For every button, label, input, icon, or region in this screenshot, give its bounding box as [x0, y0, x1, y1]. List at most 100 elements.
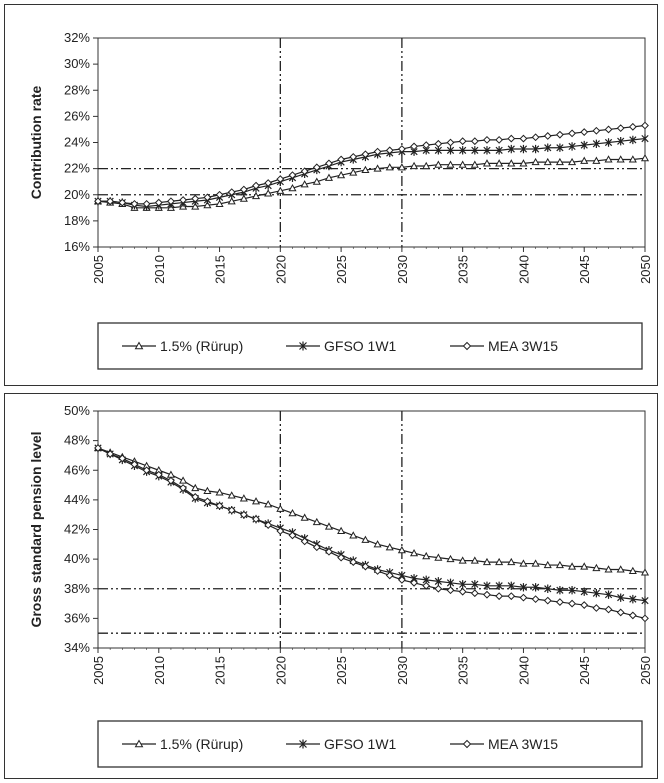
data-point: [495, 557, 504, 566]
data-point: [641, 134, 649, 143]
data-point: [616, 124, 625, 133]
data-point: [482, 557, 492, 566]
data-point: [628, 122, 637, 131]
legend-label: MEA 3W15: [488, 338, 558, 354]
y-tick-label: 36%: [64, 610, 90, 625]
data-point: [264, 189, 273, 197]
data-point: [410, 578, 418, 587]
data-point: [470, 137, 479, 146]
data-point: [446, 578, 455, 588]
data-point: [580, 601, 589, 609]
x-tick-label: 2050: [638, 255, 653, 284]
data-point: [337, 553, 346, 562]
legend-label: 1.5% (Rürup): [160, 338, 243, 354]
data-point: [604, 155, 613, 163]
data-point: [592, 604, 601, 612]
data-point: [592, 156, 601, 164]
data-point: [337, 170, 346, 179]
legend-label: 1.5% (Rürup): [160, 736, 243, 752]
data-point: [592, 563, 601, 572]
y-tick-label: 20%: [64, 187, 90, 202]
data-point: [385, 543, 394, 551]
data-point: [422, 551, 431, 560]
data-point: [543, 560, 552, 569]
data-point: [349, 168, 358, 176]
series-line: [98, 137, 646, 208]
y-tick-label: 46%: [64, 462, 90, 477]
data-point: [446, 554, 455, 563]
data-point: [604, 138, 613, 147]
x-tick-label: 2010: [152, 255, 167, 284]
data-point: [459, 580, 467, 589]
legend-label: GFSO 1W1: [324, 338, 397, 354]
data-point: [118, 454, 127, 463]
data-point: [519, 583, 528, 592]
data-point: [628, 566, 637, 575]
data-point: [519, 559, 528, 567]
legend-marker-diamond: [462, 341, 472, 351]
series-diamond: [94, 444, 649, 623]
data-point: [251, 497, 261, 505]
data-point: [276, 175, 285, 183]
data-point: [312, 517, 321, 526]
data-point: [616, 155, 625, 163]
data-point: [507, 592, 516, 601]
data-point: [300, 167, 309, 176]
data-point: [361, 150, 370, 159]
data-point: [215, 199, 224, 207]
data-point: [385, 146, 394, 155]
x-tick-label: 2015: [213, 255, 228, 284]
data-point: [203, 486, 212, 495]
data-point: [580, 156, 589, 164]
contribution-rate-chart-panel: 16% 18% 20% 22% 24% 26% 28% 30% 32% 2005 2010 2015 2…: [4, 4, 658, 386]
data-point: [531, 157, 540, 166]
data-point: [470, 589, 479, 598]
data-point: [531, 595, 540, 604]
data-point: [422, 581, 431, 590]
x-tick-label: 2025: [334, 656, 349, 685]
data-point: [580, 562, 589, 570]
data-point: [507, 144, 515, 154]
x-tick-label: 2005: [91, 255, 106, 284]
data-point: [337, 526, 346, 535]
data-point: [422, 161, 431, 170]
data-point: [446, 146, 455, 155]
plot-area: [97, 37, 646, 248]
data-point: [203, 497, 212, 506]
legend-marker-asterisk: [299, 341, 307, 351]
data-point: [373, 540, 382, 548]
data-point: [288, 508, 297, 517]
data-point: [471, 146, 479, 155]
data-point: [470, 160, 479, 168]
data-point: [325, 159, 333, 168]
data-point: [604, 605, 613, 614]
data-point: [495, 135, 504, 144]
y-tick-label: 32%: [64, 30, 90, 45]
data-point: [568, 599, 576, 608]
data-point: [324, 173, 334, 181]
data-point: [531, 144, 540, 154]
legend-box: [97, 720, 643, 768]
data-point: [130, 199, 139, 208]
data-point: [191, 483, 200, 492]
data-point: [471, 580, 479, 589]
data-point: [324, 522, 334, 530]
legend-marker-triangle: [134, 341, 144, 350]
data-point: [556, 586, 564, 595]
data-point: [580, 128, 589, 136]
data-point: [106, 450, 115, 458]
x-tick-label: 2030: [395, 255, 410, 284]
data-point: [483, 590, 491, 599]
data-point: [215, 501, 224, 510]
data-point: [154, 470, 163, 479]
data-point: [531, 559, 540, 567]
x-tick-label: 2035: [456, 255, 471, 284]
data-point: [227, 197, 236, 205]
data-point: [580, 587, 588, 596]
x-tick-label: 2050: [638, 656, 653, 685]
legend-marker-asterisk: [299, 739, 307, 749]
y-tick-label: 50%: [64, 403, 90, 418]
y-tick-label: 48%: [64, 433, 90, 448]
data-point: [227, 506, 236, 515]
x-tick-label: 2040: [516, 656, 531, 685]
